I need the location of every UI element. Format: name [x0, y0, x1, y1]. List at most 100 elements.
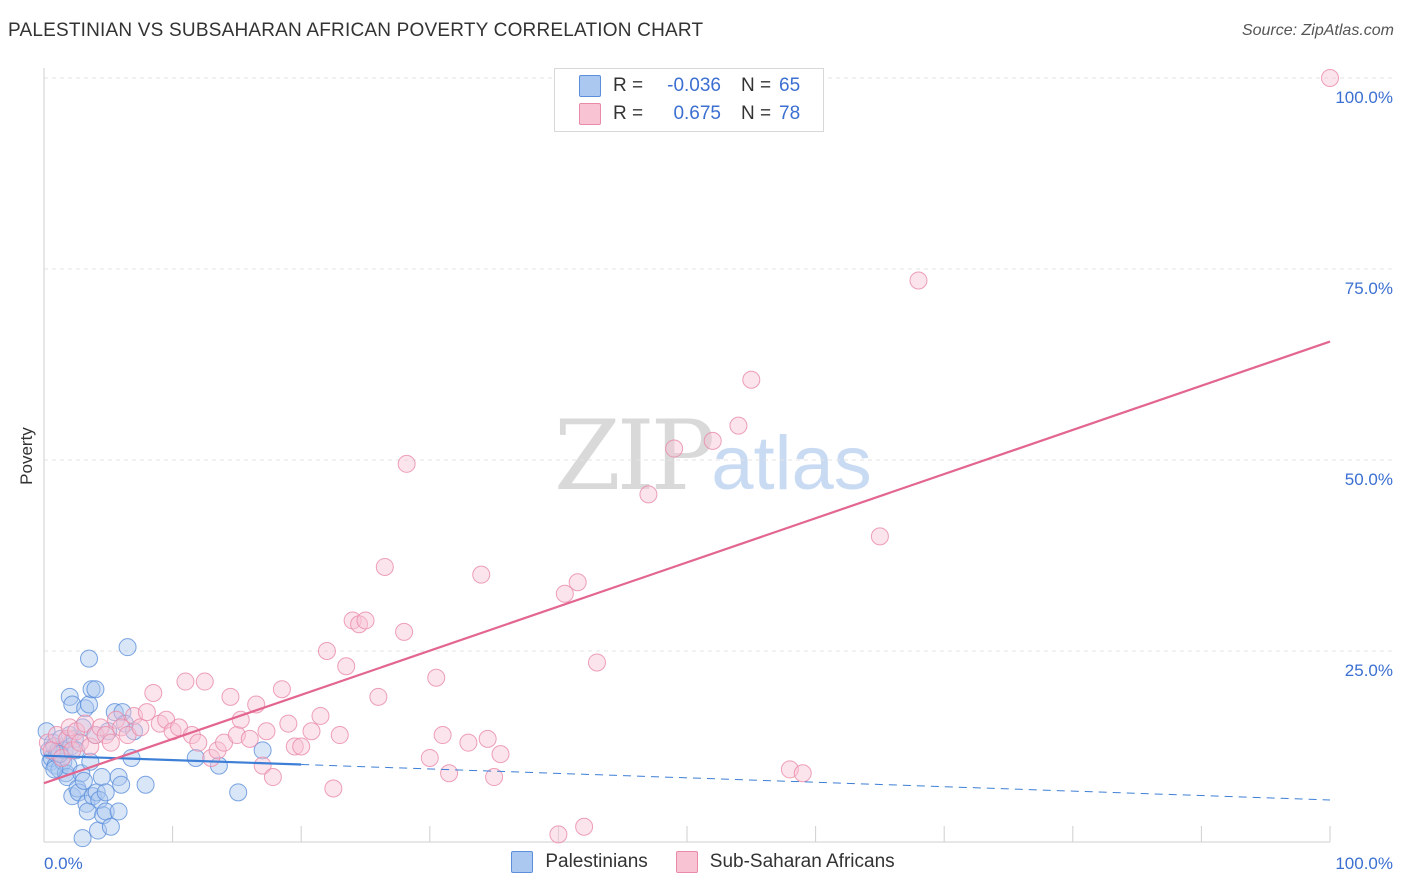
- subsaharan-point: [221, 687, 240, 706]
- subsaharan-point: [324, 779, 343, 798]
- series-swatch-palestinians: [511, 851, 534, 873]
- subsaharan-point: [311, 706, 330, 725]
- subsaharan-point: [485, 768, 504, 787]
- correlation-legend: R = -0.036 N = 65 R = 0.675 N = 78: [554, 68, 824, 132]
- subsaharan-point: [1321, 69, 1339, 87]
- subsaharan-point: [575, 817, 594, 836]
- x-tick-label: 0.0%: [44, 854, 83, 873]
- palestinian-point: [112, 775, 131, 794]
- chart-source: Source: ZipAtlas.com: [1241, 22, 1394, 39]
- legend-r-value: -0.036: [667, 75, 721, 96]
- subsaharan-point: [478, 729, 497, 748]
- subsaharan-point: [195, 672, 214, 691]
- legend-row-palestinians: R = -0.036 N = 65: [579, 74, 800, 98]
- subsaharan-point: [568, 573, 587, 592]
- subsaharan-point: [729, 416, 748, 435]
- subsaharan-point: [742, 370, 761, 389]
- subsaharan-point: [285, 737, 304, 756]
- subsaharan-point: [459, 733, 478, 752]
- palestinian-point: [105, 703, 124, 722]
- series-legend-subsaharan[interactable]: Sub-Saharan Africans: [675, 851, 895, 873]
- subsaharan-point: [81, 737, 100, 756]
- chart-title: PALESTINIAN VS SUBSAHARAN AFRICAN POVERT…: [8, 20, 704, 41]
- x-tick-label: 100.0%: [1335, 854, 1393, 873]
- subsaharan-point: [131, 718, 150, 737]
- y-tick-label: 100.0%: [1335, 88, 1393, 107]
- palestinian-point: [73, 829, 92, 848]
- palestinian-point: [96, 783, 115, 802]
- legend-row-subsaharan: R = 0.675 N = 78: [579, 102, 800, 126]
- subsaharan-point: [144, 684, 163, 703]
- y-tick-label: 25.0%: [1345, 661, 1393, 680]
- legend-n-label: N =: [741, 75, 772, 96]
- palestinian-point: [92, 768, 111, 787]
- subsaharan-point: [369, 687, 388, 706]
- subsaharan-point: [76, 714, 95, 733]
- series-legend-palestinians[interactable]: Palestinians: [511, 851, 648, 873]
- subsaharan-point: [67, 722, 86, 741]
- subsaharan-point: [587, 653, 606, 672]
- series-label-palestinians: Palestinians: [545, 851, 648, 872]
- watermark-zip: ZIP: [554, 400, 715, 512]
- subsaharan-point: [909, 271, 928, 290]
- subsaharan-point: [870, 527, 889, 546]
- legend-r-label: R =: [613, 103, 644, 124]
- palestinian-trend-extension: [301, 764, 1331, 801]
- subsaharan-point: [253, 756, 272, 775]
- subsaharan-point: [53, 748, 72, 767]
- palestinian-point: [86, 680, 105, 699]
- palestinian-point: [109, 802, 128, 821]
- subsaharan-point: [189, 733, 208, 752]
- subsaharan-point: [375, 557, 394, 576]
- subsaharan-point: [208, 741, 227, 760]
- subsaharan-point: [555, 584, 574, 603]
- subsaharan-point: [63, 741, 82, 760]
- subsaharan-point: [71, 733, 90, 752]
- legend-swatch-subsaharan: [579, 103, 601, 125]
- subsaharan-point: [427, 668, 446, 687]
- subsaharan-point: [231, 710, 250, 729]
- palestinian-point: [101, 817, 120, 836]
- palestinian-point: [37, 722, 56, 741]
- subsaharan-point: [257, 722, 276, 741]
- legend-n-label: N =: [741, 103, 772, 124]
- subsaharan-point: [793, 764, 812, 783]
- subsaharan-point: [665, 439, 684, 458]
- subsaharan-point: [472, 565, 491, 584]
- series-label-subsaharan: Sub-Saharan Africans: [709, 851, 895, 872]
- palestinian-point: [74, 771, 93, 790]
- subsaharan-point: [337, 657, 356, 676]
- subsaharan-point: [137, 703, 156, 722]
- palestinian-point: [82, 680, 101, 699]
- legend-n-value: 65: [779, 75, 801, 96]
- legend-r-value: 0.675: [673, 103, 721, 124]
- subsaharan-point: [330, 726, 349, 745]
- subsaharan-point: [549, 825, 568, 844]
- subsaharan-point: [356, 611, 375, 630]
- palestinian-point: [80, 649, 99, 668]
- palestinian-point: [113, 703, 132, 722]
- subsaharan-point: [420, 748, 439, 767]
- palestinian-point: [186, 748, 205, 767]
- subsaharan-point: [397, 454, 416, 473]
- subsaharan-point: [292, 737, 311, 756]
- series-legend: Palestinians Sub-Saharan Africans: [0, 851, 1406, 873]
- watermark: ZIPatlas: [554, 400, 872, 512]
- subsaharan-point: [279, 714, 298, 733]
- palestinian-point: [90, 790, 109, 809]
- palestinian-point: [80, 695, 99, 714]
- palestinian-point: [253, 741, 272, 760]
- subsaharan-point: [240, 729, 259, 748]
- palestinian-point: [229, 783, 248, 802]
- subsaharan-point: [176, 672, 195, 691]
- palestinian-trend-line: [43, 754, 302, 766]
- subsaharan-point: [491, 745, 510, 764]
- y-tick-label: 75.0%: [1345, 279, 1393, 298]
- palestinian-point: [118, 638, 137, 657]
- subsaharan-point: [433, 726, 452, 745]
- subsaharan-point: [317, 642, 336, 660]
- subsaharan-point: [272, 680, 291, 699]
- series-swatch-subsaharan: [675, 851, 698, 873]
- subsaharan-point: [112, 718, 131, 737]
- subsaharan-point: [639, 485, 658, 504]
